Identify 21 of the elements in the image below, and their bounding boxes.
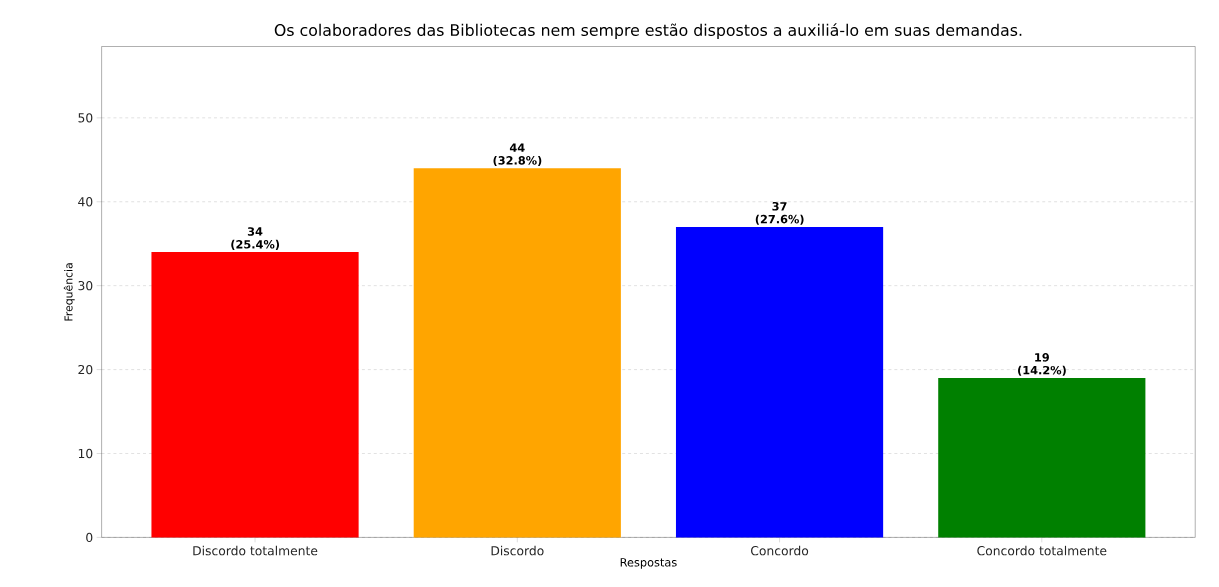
- y-tick-label: 50: [78, 113, 93, 123]
- data-label: 19 (14.2%): [1018, 353, 1066, 376]
- y-tick-label: 0: [86, 532, 93, 543]
- data-label: 34 (25.4%): [231, 227, 280, 250]
- data-label: 37 (27.6%): [755, 202, 804, 225]
- x-axis-title: Respostas: [620, 558, 677, 569]
- bar: [938, 378, 1146, 538]
- bar: [151, 252, 359, 538]
- bar: [413, 168, 621, 538]
- x-tick-label: Discordo totalmente: [193, 545, 318, 556]
- chart-title: Os colaboradores das Bibliotecas nem sempre estão dispostos a auxiliá-lo em suas demandas.: [274, 23, 1022, 40]
- x-tick-label: Concordo totalmente: [977, 545, 1107, 556]
- x-tick-label: Concordo: [751, 545, 809, 556]
- y-tick-label: 30: [78, 281, 93, 291]
- y-tick-label: 40: [78, 197, 93, 207]
- bar: [675, 226, 884, 538]
- y-tick-label: 20: [78, 364, 93, 375]
- y-tick-label: 10: [78, 448, 93, 459]
- x-tick-label: Discordo: [491, 545, 544, 556]
- data-label: 44 (32.8%): [493, 143, 542, 167]
- y-axis-title: Frequência: [63, 263, 75, 321]
